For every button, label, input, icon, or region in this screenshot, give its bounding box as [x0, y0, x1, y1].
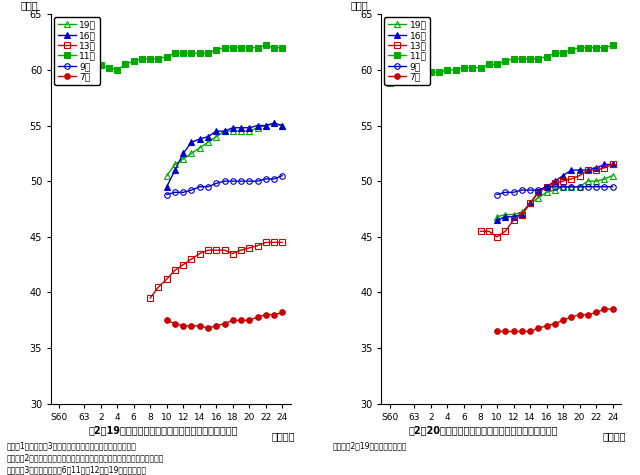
Text: （注）図2－19の（注）に同じ。: （注）図2－19の（注）に同じ。 [333, 442, 407, 451]
Text: 図2－20　新体力テストの合計点の年次推移（女子）: 図2－20 新体力テストの合計点の年次推移（女子） [408, 425, 558, 435]
Text: （年度）: （年度） [272, 431, 295, 441]
Text: （点）: （点） [350, 0, 368, 10]
Legend: 19歳, 16歳, 13歳, 11歳, 9歳, 7歳: 19歳, 16歳, 13歳, 11歳, 9歳, 7歳 [54, 17, 100, 85]
Text: （注）1．　図は，3点移動平均法を用いて平滑化してある。: （注）1． 図は，3点移動平均法を用いて平滑化してある。 [6, 442, 136, 451]
Legend: 19歳, 16歳, 13歳, 11歳, 9歳, 7歳: 19歳, 16歳, 13歳, 11歳, 9歳, 7歳 [384, 17, 430, 85]
Text: 2．合計点は，新体力テスト実施要項の「項目別得点表」による。: 2．合計点は，新体力テスト実施要項の「項目別得点表」による。 [6, 454, 164, 463]
Text: （点）: （点） [20, 0, 38, 10]
Text: 3．得点基準は，6～11歳，12歳～19歳で異なる。: 3．得点基準は，6～11歳，12歳～19歳で異なる。 [6, 466, 147, 475]
Text: 図2－19　新体力テストの合計点の年次推移（男子）: 図2－19 新体力テストの合計点の年次推移（男子） [88, 425, 238, 435]
Text: （年度）: （年度） [602, 431, 625, 441]
